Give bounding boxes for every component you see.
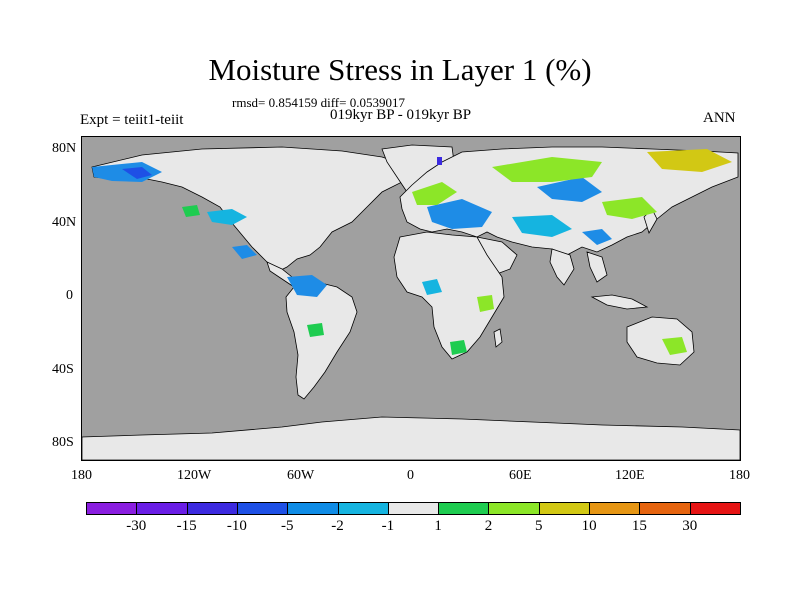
patch-europe: [427, 199, 492, 229]
experiment-label: Expt = teiit1-teiit: [80, 112, 184, 128]
colorbar-swatch: [589, 502, 641, 515]
colorbar-swatch: [689, 502, 741, 515]
season-label: ANN: [703, 110, 736, 126]
south-america: [285, 281, 358, 400]
colorbar-label: 10: [581, 518, 597, 534]
patch-africa-east: [477, 295, 494, 312]
colorbar-swatch: [136, 502, 188, 515]
colorbar-label: 15: [631, 518, 647, 534]
patch-alaska-dark: [122, 167, 152, 179]
plot-title: Moisture Stress in Layer 1 (%): [208, 52, 592, 87]
patch-africa: [422, 279, 442, 295]
colorbar-label: 1: [434, 518, 442, 534]
colorbar-swatch: [86, 502, 138, 515]
patch-mongolia: [602, 197, 657, 219]
colorbar-swatch: [287, 502, 339, 515]
patch-canada-west: [182, 205, 200, 217]
colorbar-label: -30: [126, 518, 147, 534]
patch-east-siberia: [647, 149, 732, 172]
patch-greenland-mark: [437, 157, 442, 165]
patch-amazon: [287, 275, 327, 297]
patch-siberia: [492, 157, 602, 182]
x-tick-label: 180: [729, 468, 750, 483]
north-america: [91, 146, 413, 273]
colorbar-swatch: [538, 502, 591, 515]
y-tick-label: 0: [66, 288, 73, 303]
colorbar-label: -1: [381, 518, 395, 534]
patch-scandinavia: [412, 182, 457, 205]
y-tick-label: 80N: [52, 141, 77, 156]
y-tick-label: 40S: [52, 362, 74, 377]
eurasia: [399, 146, 739, 256]
patch-china: [582, 229, 612, 245]
colorbar-label: -5: [280, 518, 294, 534]
patch-southern-africa: [450, 340, 467, 355]
indonesia: [590, 294, 649, 310]
patch-mexico: [232, 245, 257, 259]
colorbar-swatch: [438, 502, 490, 515]
colorbar-label: -10: [226, 518, 247, 534]
x-tick-label: 60E: [509, 468, 532, 483]
y-tick-label: 40N: [52, 215, 77, 230]
period-text: 019kyr BP - 019kyr BP: [330, 107, 472, 123]
colorbar-swatch: [387, 502, 440, 515]
patch-brazil-south: [307, 323, 324, 337]
world-map: [81, 136, 741, 461]
colorbar-label: 2: [484, 518, 493, 534]
colorbar-swatch: [639, 502, 691, 515]
y-tick-label: 80S: [52, 435, 74, 450]
india: [549, 248, 575, 286]
southeast-asia: [586, 251, 608, 283]
x-tick-label: 60W: [287, 468, 315, 483]
anomaly-patches: [92, 149, 732, 355]
patch-central-asia: [512, 215, 572, 237]
colorbar-label: 5: [535, 518, 543, 534]
land-layer: [82, 144, 740, 460]
patch-australia: [662, 337, 687, 355]
colorbar-swatch: [337, 502, 389, 515]
x-tick-label: 0: [407, 468, 414, 483]
colorbar-label: -15: [176, 518, 197, 534]
x-tick-label: 180: [71, 468, 92, 483]
australia: [626, 316, 695, 366]
stats-text: rmsd= 0.854159 diff= 0.0539017: [232, 95, 405, 110]
x-tick-label: 120W: [177, 468, 212, 483]
antarctica: [82, 416, 740, 460]
colorbar-swatch: [236, 502, 289, 515]
colorbar-label: -2: [331, 518, 344, 534]
patch-russia: [537, 177, 602, 202]
colorbar-swatch: [186, 502, 238, 515]
patch-canada: [207, 209, 247, 225]
x-tick-label: 120E: [615, 468, 645, 483]
madagascar: [493, 328, 503, 348]
colorbar-swatch: [488, 502, 540, 515]
colorbar-label: 30: [682, 518, 698, 534]
map-canvas: [82, 144, 740, 460]
